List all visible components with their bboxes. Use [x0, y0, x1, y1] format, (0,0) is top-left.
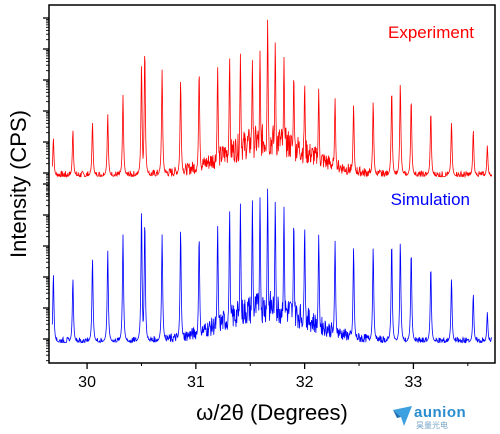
series-label-experiment: Experiment	[388, 23, 474, 42]
x-tick-label: 31	[187, 374, 205, 391]
aunion-logo: aunion 昊量光电	[392, 404, 500, 434]
x-tick-label: 32	[296, 374, 314, 391]
x-axis-ticks: 30 31 32 33	[78, 363, 469, 391]
x-tick-label: 33	[405, 374, 423, 391]
x-axis-title: ω/2θ (Degrees)	[196, 400, 348, 425]
series-label-simulation: Simulation	[391, 190, 470, 209]
logo-icon	[393, 406, 412, 426]
series-line-experiment	[51, 19, 493, 179]
logo-subtext: 昊量光电	[416, 421, 448, 430]
y-axis-title: Intensity (CPS)	[6, 110, 31, 258]
y-axis-ticks	[43, 17, 49, 362]
logo-text: aunion	[414, 404, 467, 421]
series-line-simulation	[51, 188, 493, 344]
traces	[51, 19, 493, 344]
x-tick-label: 30	[78, 374, 96, 391]
